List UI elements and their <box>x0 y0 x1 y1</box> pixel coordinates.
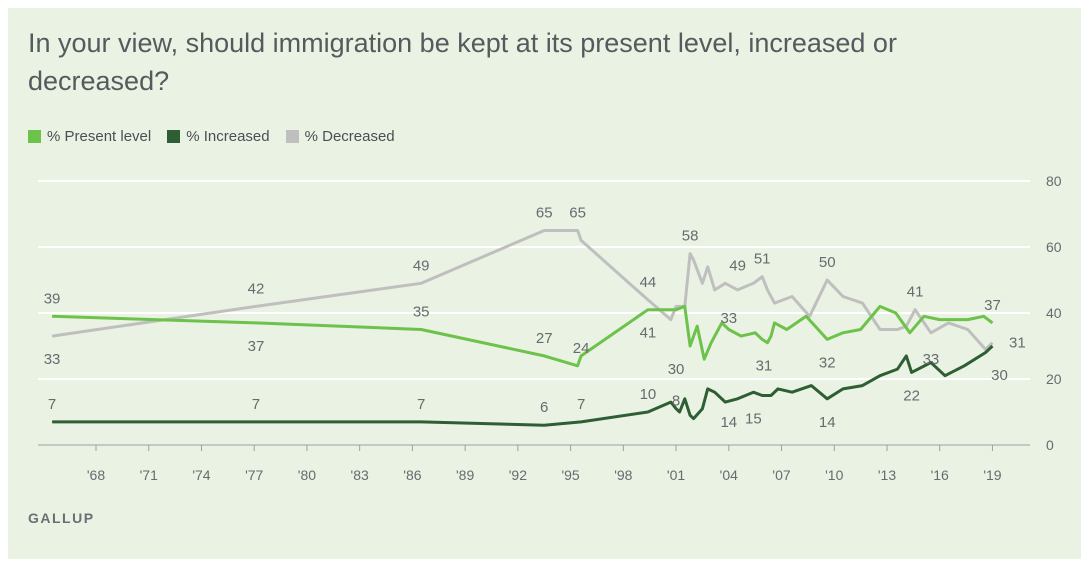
data-label: 37 <box>984 297 1001 314</box>
data-label: 8 <box>672 393 680 410</box>
x-tick-label: '04 <box>720 467 738 483</box>
data-label: 33 <box>720 310 737 327</box>
legend: % Present level % Increased % Decreased <box>28 128 395 145</box>
data-label: 65 <box>536 205 553 222</box>
data-label: 7 <box>252 396 260 413</box>
legend-item-increased: % Increased <box>167 128 270 145</box>
x-tick-label: '10 <box>825 467 843 483</box>
data-label: 41 <box>640 325 657 342</box>
legend-label-present: % Present level <box>47 128 152 145</box>
data-label: 6 <box>540 399 548 416</box>
data-label: 58 <box>682 228 699 245</box>
series-line-increased <box>52 344 994 427</box>
data-label: 30 <box>991 367 1008 384</box>
series-line-decreased <box>51 229 994 351</box>
series-line-presentlevel <box>52 304 994 368</box>
data-label: 14 <box>720 414 737 431</box>
data-label: 15 <box>745 411 762 428</box>
legend-swatch-decreased <box>285 130 299 143</box>
legend-item-present: % Present level <box>28 128 151 145</box>
data-label: 65 <box>569 205 586 222</box>
data-label: 31 <box>1009 335 1026 352</box>
data-label: 37 <box>248 338 265 355</box>
data-label: 49 <box>413 257 430 274</box>
x-tick-label: '01 <box>667 467 685 483</box>
data-label: 51 <box>754 251 771 268</box>
data-label: 39 <box>44 290 61 307</box>
chart-card <box>8 8 1081 559</box>
legend-label-increased: % Increased <box>186 128 270 145</box>
y-tick-label: 40 <box>1046 305 1062 321</box>
x-tick-label: '68 <box>87 467 105 483</box>
x-tick-label: '13 <box>878 467 896 483</box>
gallup-logo: GALLUP <box>28 510 95 526</box>
x-tick-label: '89 <box>456 467 474 483</box>
x-tick-label: '95 <box>561 467 579 483</box>
x-tick-label: '74 <box>192 467 210 483</box>
x-tick-label: '77 <box>245 467 263 483</box>
x-tick-label: '71 <box>140 467 158 483</box>
x-tick-label: '16 <box>931 467 949 483</box>
x-tick-label: '07 <box>772 467 790 483</box>
data-label: 14 <box>819 414 836 431</box>
x-tick-label: '80 <box>298 467 316 483</box>
data-label: 49 <box>729 257 746 274</box>
data-label: 31 <box>756 358 773 375</box>
data-label: 33 <box>923 351 940 368</box>
data-label: 41 <box>907 284 924 301</box>
x-tick-label: '83 <box>351 467 369 483</box>
data-label: 24 <box>573 340 590 357</box>
x-tick-label: '86 <box>403 467 421 483</box>
data-label: 27 <box>536 330 553 347</box>
data-label: 7 <box>417 396 425 413</box>
data-label: 7 <box>48 396 56 413</box>
legend-swatch-present <box>28 130 41 143</box>
data-label: 50 <box>819 254 836 271</box>
data-label: 35 <box>413 304 430 321</box>
data-label: 44 <box>640 274 657 291</box>
legend-label-decreased: % Decreased <box>304 128 395 145</box>
data-label: 10 <box>640 386 657 403</box>
legend-swatch-increased <box>167 130 181 143</box>
x-tick-label: '98 <box>614 467 632 483</box>
data-label: 33 <box>44 351 61 368</box>
data-label: 7 <box>577 396 585 413</box>
y-tick-label: 20 <box>1046 371 1062 387</box>
chart-title: In your view, should immigration be kept… <box>28 28 897 96</box>
x-tick-label: '92 <box>509 467 527 483</box>
y-tick-label: 0 <box>1046 437 1054 453</box>
data-label: 32 <box>819 354 836 371</box>
x-tick-label: '19 <box>983 467 1001 483</box>
legend-item-decreased: % Decreased <box>285 128 395 145</box>
data-label: 30 <box>668 361 685 378</box>
y-tick-label: 60 <box>1046 239 1062 255</box>
data-label: 22 <box>903 387 920 404</box>
y-tick-label: 80 <box>1046 173 1062 189</box>
data-label: 42 <box>248 280 265 297</box>
